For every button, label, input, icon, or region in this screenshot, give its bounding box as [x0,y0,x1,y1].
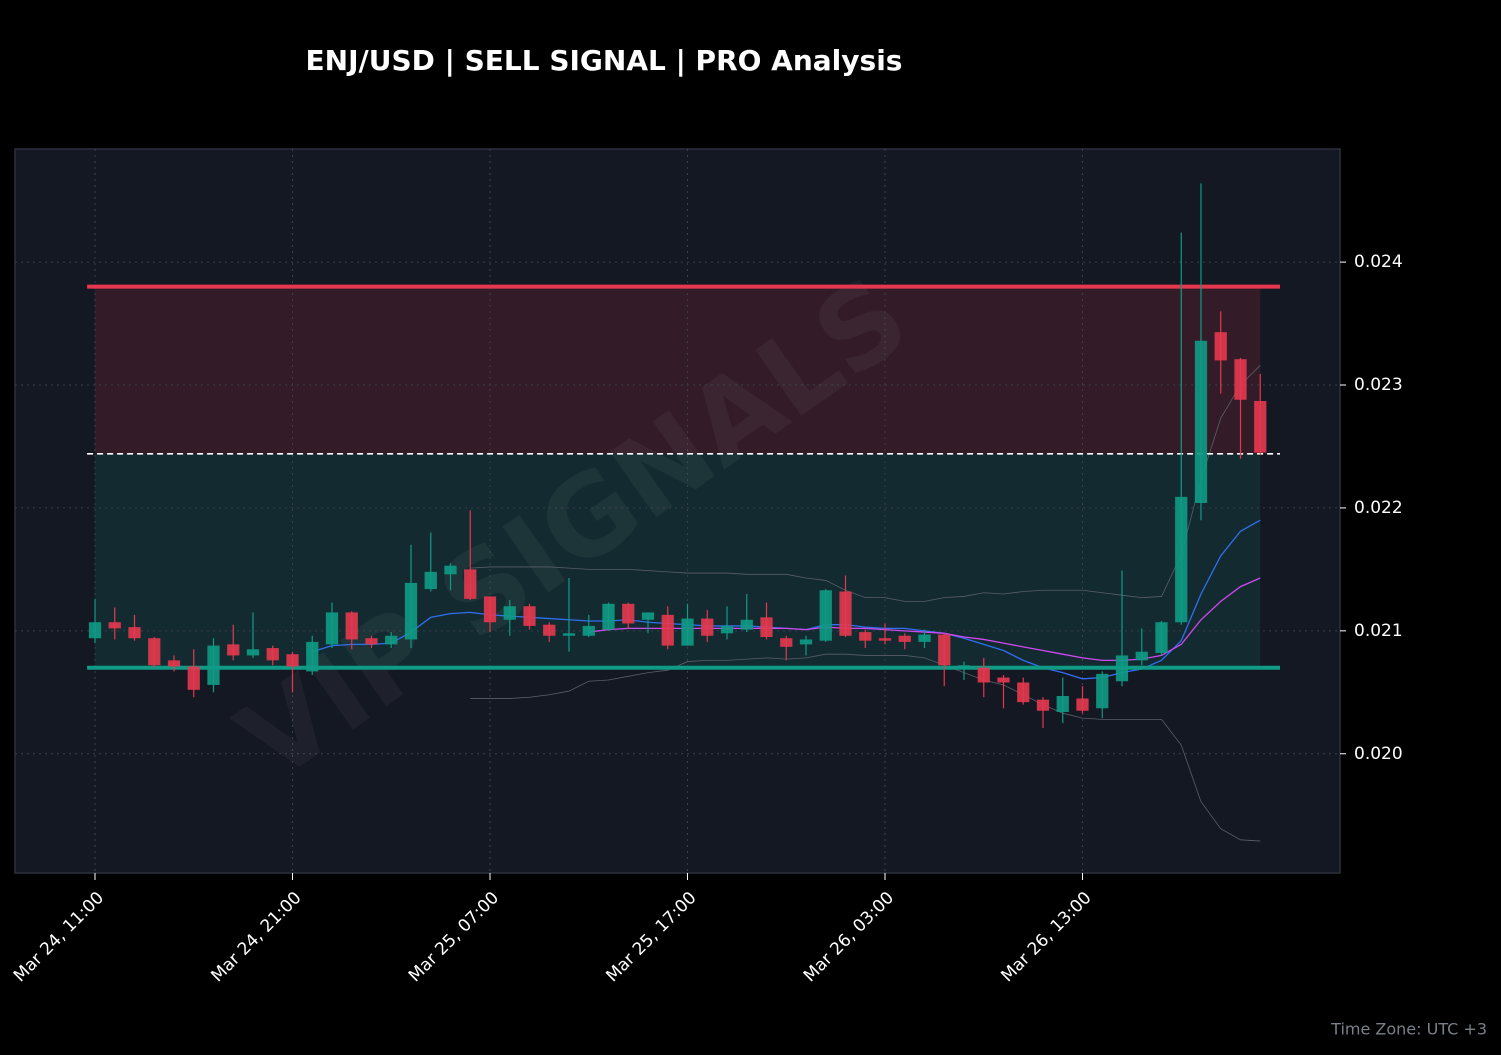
candle-body [306,641,319,672]
candle-body [148,638,161,666]
candle-body [582,625,595,636]
candle-body [385,635,398,645]
candle-body [543,624,556,636]
candle-body [464,569,477,599]
y-tick-label: 0.024 [1354,252,1403,272]
candle-body [1017,682,1030,703]
candle-body [720,625,734,634]
candle-body [424,571,437,590]
candle-body [444,565,457,575]
candle-body [286,654,299,667]
plot-area [14,148,1341,874]
candle-body [1096,673,1109,709]
indicator-line [470,365,1261,602]
zones [95,286,1261,668]
candle-body [1115,655,1129,682]
candle-body [266,648,279,661]
candle-body [1234,359,1247,400]
candle-body [523,606,536,626]
candle-body [878,638,892,641]
y-tick-label: 0.021 [1354,621,1403,641]
candle-body [918,634,931,642]
candle-body [1194,340,1208,504]
candle-body [483,596,497,623]
candle-body [977,667,990,683]
candle-body [1056,695,1069,712]
candle-body [780,638,793,647]
candle-body [701,618,714,636]
candle-body [641,612,655,620]
y-tick-label: 0.020 [1354,744,1403,764]
candle-body [207,645,220,685]
candle-body [1175,496,1188,623]
candle-body [562,633,576,636]
zone [95,286,1261,454]
candle-body [898,635,911,642]
candle-body [740,619,753,630]
grid [15,149,1340,873]
zone [95,453,1261,668]
candle-body [246,649,260,656]
candle-body [365,638,378,645]
candle-body [1254,400,1267,453]
candle-body [839,591,852,636]
levels [87,284,1280,670]
candle-body [345,612,358,640]
candle-body [957,665,971,668]
candle-body [1036,699,1050,711]
candle-body [938,634,951,666]
candle-body [819,590,832,641]
candle-body [622,603,635,624]
candle-body [108,622,121,629]
candle-body [1135,651,1148,661]
candle-body [227,644,240,656]
candle-body [760,617,773,637]
candle-body [602,603,615,630]
chart-title: ENJ/USD | SELL SIGNAL | PRO Analysis [306,44,903,77]
candle-body [325,612,339,645]
candle-body [503,606,516,620]
candle-body [404,582,418,640]
candle-body [661,614,674,646]
candle-body [681,618,694,646]
candle-body [167,660,181,667]
candle-body [1155,622,1168,653]
candle-body [859,632,872,641]
candle-body [1214,332,1227,361]
candles [88,183,1267,728]
timezone-note: Time Zone: UTC +3 [1330,1020,1487,1039]
candle-body [799,639,813,645]
candle-body [1076,698,1089,711]
candle-body [128,627,141,639]
indicator-line [470,653,1261,842]
y-tick-label: 0.023 [1354,375,1403,395]
candle-body [187,666,200,690]
candle-body [88,622,102,639]
candle-body [997,677,1010,683]
y-tick-label: 0.022 [1354,498,1403,518]
